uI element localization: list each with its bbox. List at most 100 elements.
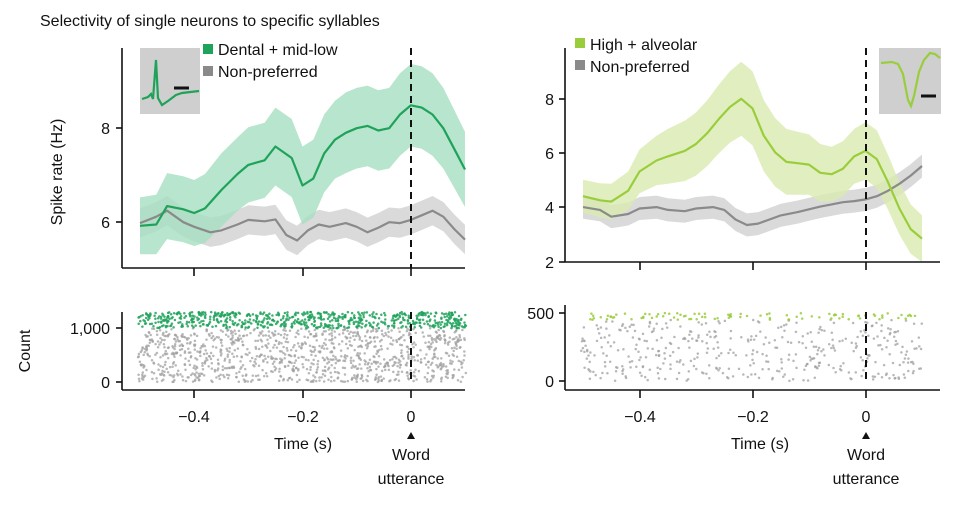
left-raster-dot-pref <box>341 312 344 316</box>
right-raster-dot-nonpref <box>806 332 809 335</box>
left-raster-dot-nonpref <box>344 342 348 346</box>
right-raster-dot-nonpref <box>696 352 700 355</box>
left-raster-dot-pref <box>402 318 405 321</box>
right-raster-dot-nonpref <box>816 348 820 352</box>
right-raster-dot-nonpref <box>620 324 624 328</box>
right-raster-dot-nonpref <box>588 369 591 372</box>
left-raster-dot-pref <box>279 318 283 322</box>
left-raster-dot-nonpref <box>220 344 224 347</box>
right-raster-dot-pref <box>727 316 731 320</box>
left-raster-dot-nonpref <box>214 346 218 349</box>
left-raster-dot-nonpref <box>201 367 205 371</box>
left-raster-dot-pref <box>391 324 394 327</box>
left-raster-dot-pref <box>396 313 399 316</box>
right-raster-dot-nonpref <box>920 322 924 325</box>
right-raster-dot-nonpref <box>918 345 921 348</box>
right-raster-dot-nonpref <box>704 322 708 325</box>
left-raster-dot-nonpref <box>267 330 271 333</box>
left-raster-dot-nonpref <box>259 353 263 356</box>
left-raster-dot-pref <box>256 314 259 318</box>
left-raster-dot-nonpref <box>309 365 312 369</box>
left-raster-dot-nonpref <box>211 380 214 384</box>
right-raster-dot-pref <box>630 318 633 321</box>
left-raster-dot-nonpref <box>279 375 283 378</box>
left-raster-dot-pref <box>159 315 163 318</box>
left-raster-dot-nonpref <box>424 341 427 344</box>
left-raster-dot-nonpref <box>306 336 310 339</box>
left-raster-dot-nonpref <box>343 380 347 384</box>
left-raster-dot-nonpref <box>444 351 448 355</box>
right-raster-dot-nonpref <box>632 323 635 327</box>
right-raster-dot-nonpref <box>643 339 646 343</box>
left-raster-dot-nonpref <box>228 360 231 364</box>
left-raster-dot-nonpref <box>246 347 249 351</box>
left-raster-dot-nonpref <box>284 329 287 332</box>
left-raster-dot-nonpref <box>329 371 332 374</box>
right-raster-dot-nonpref <box>713 336 716 339</box>
left-raster-dot-nonpref <box>358 336 362 339</box>
left-raster-dot-nonpref <box>210 362 214 365</box>
left-raster-dot-pref <box>257 320 261 323</box>
left-raster-dot-pref <box>194 324 197 327</box>
left-raster-dot-nonpref <box>237 329 241 333</box>
left-raster-dot-nonpref <box>286 349 289 352</box>
legend-swatch-high <box>575 38 585 48</box>
left-raster-dot-nonpref <box>411 343 414 346</box>
left-raster-dot-pref <box>255 320 258 324</box>
left-raster-dot-pref <box>216 320 220 323</box>
left-raster-dot-nonpref <box>421 331 424 334</box>
left-ytick-label-8: 8 <box>101 121 110 138</box>
left-raster-dot-nonpref <box>322 347 326 350</box>
left-raster-dot-nonpref <box>456 379 460 382</box>
left-raster-dot-pref <box>247 312 251 316</box>
left-raster-dot-nonpref <box>155 377 158 380</box>
left-raster-dot-nonpref <box>209 357 213 361</box>
right-raster-dot-nonpref <box>717 319 720 323</box>
right-raster-dot-nonpref <box>668 341 672 345</box>
right-raster-dot-nonpref <box>765 360 768 363</box>
left-raster-dot-pref <box>284 322 287 326</box>
right-raster-dot-nonpref <box>868 354 871 357</box>
left-raster-dot-nonpref <box>364 360 368 364</box>
left-raster-dot-nonpref <box>375 367 378 371</box>
left-raster-dot-pref <box>240 325 243 329</box>
left-raster-dot-pref <box>413 322 416 326</box>
right-raster-dot-nonpref <box>652 327 656 330</box>
left-raster-dot-nonpref <box>225 347 228 350</box>
left-raster-dot-nonpref <box>307 358 310 362</box>
left-raster-dot-nonpref <box>400 370 404 374</box>
left-raster-dot-pref <box>431 324 434 328</box>
left-raster-dot-nonpref <box>277 332 280 336</box>
left-raster-dot-nonpref <box>148 341 152 344</box>
left-raster-dot-pref <box>286 315 289 318</box>
left-raster-dot-nonpref <box>278 370 281 373</box>
right-raster-dot-nonpref <box>707 364 711 367</box>
left-raster-dot-nonpref <box>256 374 260 377</box>
left-raster-dot-pref <box>213 314 216 318</box>
left-raster-dot-nonpref <box>323 358 326 362</box>
left-raster-dot-nonpref <box>463 337 466 340</box>
left-raster-dot-nonpref <box>195 365 198 369</box>
left-line-panel: 8 6 Spike rate (Hz) Dental + mid-low Non… <box>49 42 466 276</box>
left-raster-dot-nonpref <box>283 353 287 356</box>
left-raster-dot-nonpref <box>219 329 223 332</box>
right-raster-dot-nonpref <box>634 347 637 351</box>
left-raster-dot-pref <box>238 312 242 315</box>
right-raster-dot-pref <box>728 314 732 318</box>
left-raster-dot-nonpref <box>193 364 196 368</box>
right-raster-dot-pref <box>609 315 612 318</box>
right-raster-dot-nonpref <box>787 353 791 357</box>
left-raster-dot-nonpref <box>210 336 213 340</box>
left-raster-dot-nonpref <box>152 361 155 364</box>
left-raster-dot-pref <box>317 311 320 315</box>
left-raster-dot-nonpref <box>353 338 356 341</box>
left-raster-dot-nonpref <box>430 336 434 340</box>
left-raster-dot-pref <box>143 320 147 323</box>
left-raster-dot-nonpref <box>341 366 345 370</box>
left-raster-dot-pref <box>280 323 283 327</box>
right-raster-dot-nonpref <box>583 366 586 370</box>
left-raster-dot-pref <box>457 323 460 327</box>
right-raster-dot-nonpref <box>797 340 801 344</box>
left-raster-dot-pref <box>227 313 231 316</box>
left-raster-dot-nonpref <box>350 377 354 381</box>
